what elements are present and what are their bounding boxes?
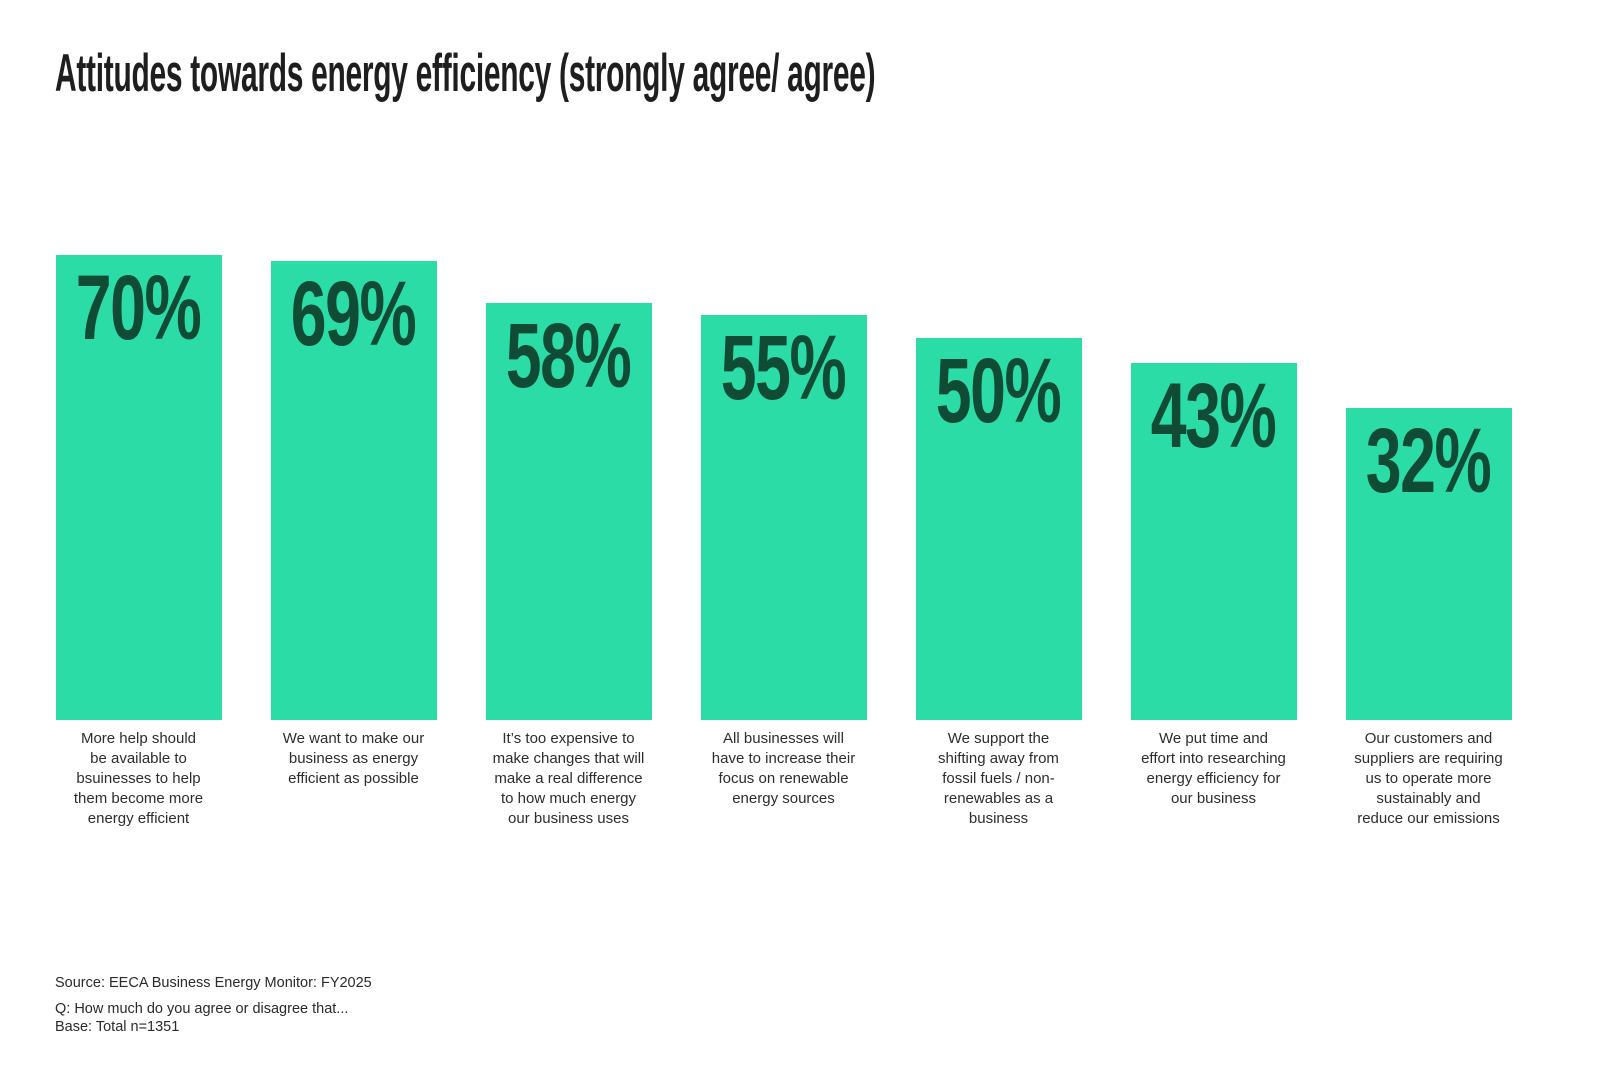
bar-track: 70% [55, 0, 222, 720]
bar: 32% [1345, 408, 1512, 720]
footer: Source: EECA Business Energy Monitor: FY… [55, 975, 372, 1036]
bar: 55% [700, 315, 867, 720]
bar: 58% [485, 303, 652, 720]
bar-track: 43% [1130, 0, 1297, 720]
bar-track: 69% [270, 0, 437, 720]
bar-track: 50% [915, 0, 1082, 720]
bar-column: 32% Our customers and suppliers are requ… [1321, 0, 1536, 829]
bar-category-label: Our customers and suppliers are requirin… [1354, 730, 1503, 827]
bar-value-label: 70% [76, 257, 202, 359]
bar: 50% [915, 338, 1082, 720]
bar-column: 70% More help should be available to bsu… [31, 0, 246, 829]
bar-value-label: 43% [1151, 365, 1277, 467]
bar-track: 32% [1345, 0, 1512, 720]
bar-column: 58% It’s too expensive to make changes t… [461, 0, 676, 829]
bar-category-label: All businesses will have to increase the… [711, 730, 856, 807]
bar-category-label: It’s too expensive to make changes that … [492, 730, 645, 827]
bar-value-label: 69% [291, 263, 417, 365]
bar-column: 69% We want to make our business as ener… [246, 0, 461, 829]
footer-question: Q: How much do you agree or disagree tha… [55, 1001, 349, 1017]
bar-category-label: We put time and effort into researching … [1141, 730, 1286, 807]
bar-value-label: 58% [506, 305, 632, 407]
bar-category-label: We want to make our business as energy e… [282, 730, 425, 787]
bar-column: 55% All businesses will have to increase… [676, 0, 891, 829]
bar-column: 50% We support the shifting away from fo… [891, 0, 1106, 829]
bar: 43% [1130, 363, 1297, 720]
footer-base: Base: Total n=1351 [55, 1018, 180, 1035]
bar-value-label: 32% [1366, 410, 1492, 512]
page-title: Attitudes towards energy efficiency (str… [55, 44, 876, 103]
bar-value-label: 50% [936, 340, 1062, 442]
bar: 69% [270, 261, 437, 720]
bar-column: 43% We put time and effort into research… [1106, 0, 1321, 829]
bar: 70% [55, 255, 222, 720]
footer-source: Source: EECA Business Energy Monitor: FY… [55, 975, 372, 991]
bar-chart: 70% More help should be available to bsu… [31, 0, 1536, 829]
bar-track: 55% [700, 0, 867, 720]
bar-category-label: More help should be available to bsuines… [73, 730, 204, 827]
bar-category-label: We support the shifting away from fossil… [938, 730, 1059, 827]
bar-value-label: 55% [721, 317, 847, 419]
bar-track: 58% [485, 0, 652, 720]
